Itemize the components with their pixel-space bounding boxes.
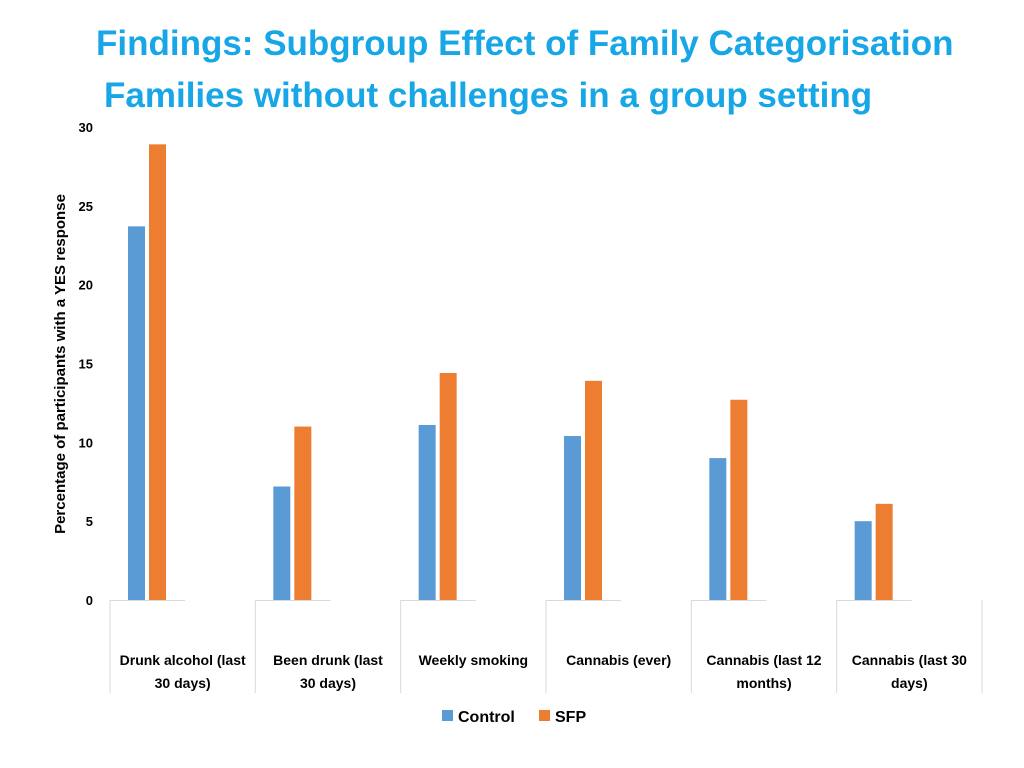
title-line-2: Families without challenges in a group s… — [104, 76, 873, 115]
category-label: Drunk alcohol (last — [120, 652, 246, 668]
category-label: days) — [891, 675, 928, 691]
category-label: Cannabis (ever) — [566, 652, 671, 668]
bar-sfp-1 — [294, 426, 312, 600]
bar-sfp-5 — [875, 503, 893, 600]
bar-control-4 — [709, 458, 727, 600]
bar-sfp-2 — [439, 372, 457, 600]
category-label: months) — [736, 675, 791, 691]
y-tick-label: 15 — [79, 357, 93, 372]
legend-label-control: Control — [458, 709, 515, 726]
bar-control-3 — [564, 436, 581, 600]
legend-label-sfp: SFP — [555, 709, 586, 726]
bar-sfp-0 — [149, 144, 166, 601]
bar-control-0 — [128, 226, 145, 600]
category-label: Weekly smoking — [419, 652, 528, 668]
bar-sfp-3 — [585, 380, 602, 600]
category-label: Cannabis (last 12 — [706, 652, 821, 668]
y-tick-label: 10 — [79, 435, 93, 450]
category-label: 30 days) — [155, 675, 211, 691]
category-label: Been drunk (last — [273, 652, 383, 668]
title-line-1: Findings: Subgroup Effect of Family Cate… — [96, 24, 954, 63]
y-axis-label: Percentage of participants with a YES re… — [52, 194, 69, 534]
legend-swatch-sfp — [539, 710, 550, 721]
category-label: 30 days) — [300, 675, 356, 691]
y-tick-label: 30 — [79, 120, 93, 135]
y-tick-label: 25 — [79, 199, 93, 214]
legend-swatch-control — [442, 710, 453, 721]
bar-control-5 — [854, 521, 872, 600]
y-tick-label: 5 — [86, 514, 93, 529]
bar-control-1 — [273, 486, 291, 600]
category-label: Cannabis (last 30 — [852, 652, 967, 668]
bar-sfp-4 — [730, 399, 748, 600]
y-tick-label: 20 — [79, 278, 93, 293]
y-tick-label: 0 — [86, 593, 93, 608]
bar-control-2 — [418, 424, 436, 600]
